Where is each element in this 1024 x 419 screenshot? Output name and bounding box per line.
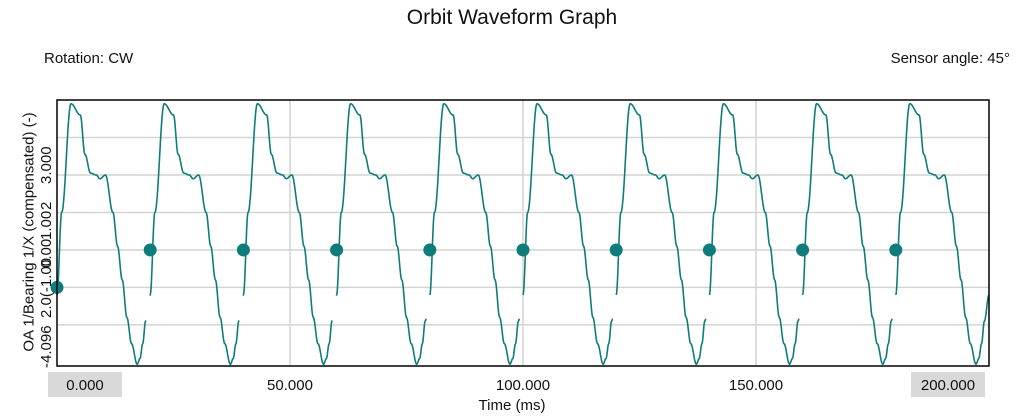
y-tick-label: 1.00	[38, 211, 55, 240]
y-tick-label: -4.096	[38, 325, 55, 368]
x-tick-label-highlight	[911, 372, 985, 397]
rotation-label: Rotation: CW	[44, 50, 134, 67]
x-tick-label: 150.000	[729, 377, 783, 394]
y-tick-label: 2.0(-1.00	[38, 258, 55, 318]
keyphasor-marker	[702, 243, 716, 257]
keyphasor-marker	[796, 243, 810, 257]
x-tick-label: 100.000	[496, 377, 550, 394]
keyphasor-marker	[236, 243, 250, 257]
x-tick-label: 0.000	[66, 377, 104, 394]
y-tick-labels: -4.096 2.0(-1.000.001.002 3.000	[38, 146, 55, 368]
keyphasor-marker	[609, 243, 623, 257]
keyphasor-marker	[516, 243, 530, 257]
x-tick-label: 200.000	[921, 377, 975, 394]
x-axis-label: Time (ms)	[478, 397, 546, 414]
y-tick-label: 0.00	[38, 239, 55, 268]
x-tick-label: 50.000	[267, 377, 313, 394]
x-tick-label-highlight	[48, 372, 122, 397]
sensor-angle-label: Sensor angle: 45°	[890, 50, 1010, 67]
keyphasor-marker	[330, 243, 344, 257]
y-tick-label: 2	[38, 202, 55, 210]
keyphasor-marker	[889, 243, 903, 257]
chart-title: Orbit Waveform Graph	[406, 6, 618, 29]
y-tick-label: 3.000	[38, 146, 55, 184]
keyphasor-marker	[143, 243, 157, 257]
keyphasor-marker	[423, 243, 437, 257]
waveform-line	[56, 102, 990, 366]
plot-frame	[56, 99, 990, 367]
